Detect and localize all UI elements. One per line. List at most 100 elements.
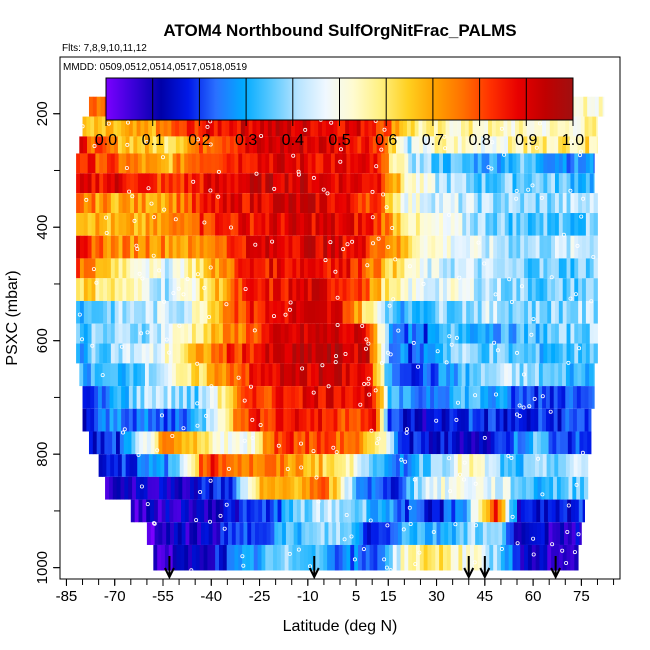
heat-cell: [350, 300, 355, 324]
heat-cell: [207, 235, 212, 259]
sample-point: [343, 351, 348, 356]
heat-cell: [565, 408, 570, 432]
heat-cell: [249, 193, 255, 214]
heat-cell: [280, 258, 286, 279]
heat-cell: [129, 136, 134, 154]
heat-cell: [473, 323, 479, 344]
sample-point: [177, 323, 182, 328]
heat-cell: [274, 431, 279, 455]
heat-cell: [218, 278, 224, 301]
heat-cell: [396, 278, 401, 301]
heat-cell: [578, 153, 583, 174]
heat-cell: [396, 193, 401, 214]
heat-cell: [273, 193, 278, 214]
heat-cell: [566, 343, 571, 364]
heat-cell: [400, 323, 405, 344]
heat-cell: [234, 173, 239, 194]
heat-cell: [177, 522, 183, 545]
heat-cell: [454, 213, 459, 236]
heat-cell: [439, 258, 444, 279]
heat-cell: [589, 153, 595, 174]
heat-cell: [473, 173, 479, 194]
sample-point: [236, 375, 241, 380]
heat-cell: [332, 522, 337, 545]
heat-cell: [264, 363, 269, 387]
heat-cell: [356, 408, 361, 432]
heat-cell: [516, 193, 521, 214]
heat-cell: [341, 116, 346, 137]
heat-cell: [206, 454, 212, 477]
heat-cell: [547, 173, 552, 194]
heat-cell: [408, 153, 413, 174]
heat-cell: [488, 386, 493, 409]
heat-cell: [168, 300, 174, 324]
heat-cell: [168, 278, 174, 301]
sample-point: [366, 376, 371, 381]
heat-cell: [145, 343, 150, 364]
heat-cell: [365, 544, 371, 571]
heat-cell: [193, 522, 198, 545]
heat-cell: [134, 193, 139, 214]
heat-cell: [527, 300, 533, 324]
heat-cell: [554, 454, 559, 477]
heat-cell: [245, 454, 250, 477]
heat-cell: [485, 235, 490, 259]
sample-point: [566, 360, 571, 365]
heat-cell: [513, 431, 519, 455]
heat-cell: [589, 343, 595, 364]
heat-cell: [512, 258, 517, 279]
heat-cell: [354, 499, 360, 523]
heat-cell: [470, 193, 475, 214]
heat-cell: [372, 454, 378, 477]
heat-cell: [253, 136, 258, 154]
heat-cell: [465, 136, 470, 154]
heat-cell: [163, 408, 168, 432]
heat-cell: [414, 116, 419, 137]
heat-cell: [566, 173, 571, 194]
heat-cell: [327, 213, 332, 236]
heat-cell: [332, 431, 337, 455]
heat-cell: [169, 499, 174, 523]
heat-cell: [550, 363, 555, 387]
heat-cell: [207, 343, 212, 364]
heat-cell: [492, 454, 497, 477]
heat-cell: [294, 386, 300, 409]
heat-cell: [385, 258, 390, 279]
heat-cell: [483, 476, 488, 500]
heat-cell: [315, 173, 320, 194]
heat-cell: [215, 300, 220, 324]
heat-cell: [207, 193, 212, 214]
heat-cell: [473, 213, 479, 236]
heat-cell: [303, 213, 309, 236]
heat-cell: [373, 323, 378, 344]
heat-cell: [350, 235, 355, 259]
sample-point: [341, 247, 346, 252]
heat-cell: [466, 300, 471, 324]
heat-cell: [558, 363, 563, 387]
heat-cell: [544, 431, 549, 455]
heat-cell: [458, 213, 463, 236]
heat-cell: [114, 173, 119, 194]
heat-cell: [191, 300, 197, 324]
heat-cell: [365, 300, 371, 324]
heat-cell: [141, 193, 147, 214]
heat-cell: [130, 213, 135, 236]
heat-cell: [449, 386, 454, 409]
heat-cell: [558, 300, 564, 324]
heat-cell: [485, 213, 490, 236]
heat-cell: [524, 213, 529, 236]
heat-cell: [461, 136, 466, 154]
heat-cell: [538, 363, 544, 387]
heat-cell: [242, 235, 247, 259]
heat-cell: [385, 173, 390, 194]
sample-point: [534, 145, 539, 150]
heat-cell: [148, 136, 154, 154]
heat-cell: [217, 476, 222, 500]
heat-cell: [399, 363, 405, 387]
heat-cell: [423, 278, 428, 301]
heat-cell: [431, 193, 436, 214]
heat-cell: [278, 522, 283, 545]
heat-cell: [184, 258, 189, 279]
heat-cell: [588, 116, 593, 137]
heat-cell: [576, 476, 581, 500]
